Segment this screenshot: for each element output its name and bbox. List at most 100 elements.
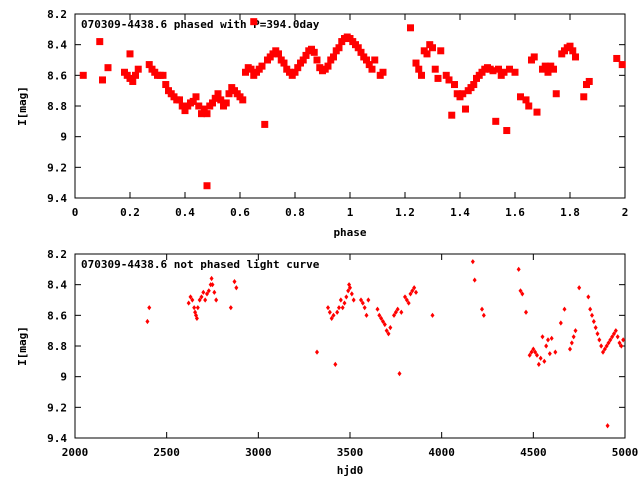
data-point <box>210 282 215 288</box>
data-point <box>450 81 458 89</box>
x-axis-label: hjd0 <box>337 464 364 477</box>
data-point <box>329 53 337 61</box>
data-point <box>203 110 211 118</box>
data-point <box>530 53 538 61</box>
data-point <box>192 93 200 101</box>
data-point <box>549 335 554 341</box>
data-point <box>362 305 367 311</box>
data-point <box>569 47 577 55</box>
data-point <box>613 328 618 334</box>
data-point <box>558 320 563 326</box>
data-point <box>212 289 217 295</box>
data-point <box>375 306 380 312</box>
data-point <box>531 346 536 352</box>
data-point <box>503 127 511 135</box>
y-tick-label: 9 <box>60 371 67 384</box>
data-point <box>197 297 202 303</box>
data-point <box>599 343 604 349</box>
chart-title: 070309-4438.6 not phased light curve <box>81 258 320 271</box>
x-tick-label: 1 <box>347 206 354 219</box>
data-point <box>533 108 541 116</box>
data-point <box>588 306 593 312</box>
data-point <box>597 337 602 343</box>
data-point <box>366 297 371 303</box>
data-point <box>470 81 478 89</box>
data-point <box>535 352 539 358</box>
x-tick-label: 1.8 <box>560 206 580 219</box>
data-point <box>326 305 330 311</box>
data-point <box>412 285 417 291</box>
data-point <box>573 328 578 334</box>
data-point <box>313 56 321 64</box>
data-point <box>604 343 609 349</box>
data-point <box>340 305 345 311</box>
y-tick-label: 8.2 <box>47 8 67 21</box>
data-point <box>608 337 613 343</box>
data-point <box>605 423 610 429</box>
data-point <box>399 309 404 315</box>
data-point <box>618 61 626 69</box>
data-point <box>586 294 591 300</box>
data-point <box>577 285 582 291</box>
data-point <box>621 337 626 343</box>
x-tick-label: 4500 <box>520 446 547 459</box>
data-point <box>410 288 415 294</box>
data-point <box>234 285 239 291</box>
data-point <box>546 337 550 343</box>
data-point <box>329 315 334 321</box>
data-point <box>415 65 423 73</box>
data-point <box>346 288 351 294</box>
y-tick-label: 9.2 <box>47 161 67 174</box>
data-point <box>470 259 475 265</box>
data-point <box>408 291 413 297</box>
data-point <box>203 297 208 303</box>
data-point <box>602 346 607 352</box>
data-point <box>585 77 593 85</box>
data-point <box>430 312 435 318</box>
data-point <box>222 99 230 107</box>
x-tick-label: 3000 <box>245 446 272 459</box>
data-point <box>562 306 567 312</box>
data-point <box>516 266 521 272</box>
data-point <box>134 65 142 73</box>
data-point <box>590 312 594 318</box>
data-point <box>612 331 616 337</box>
data-point <box>368 65 376 73</box>
y-tick-label: 8.6 <box>47 69 67 82</box>
data-point <box>549 65 557 73</box>
data-point <box>331 312 336 318</box>
data-point <box>431 65 439 73</box>
y-tick-label: 8.8 <box>47 340 67 353</box>
y-tick-label: 9 <box>60 131 67 144</box>
data-point <box>381 318 385 325</box>
y-tick-label: 8.4 <box>47 39 67 52</box>
data-point <box>525 102 533 110</box>
data-point <box>406 24 414 32</box>
data-point <box>428 44 436 52</box>
data-point <box>214 90 222 98</box>
data-point <box>492 117 500 125</box>
data-point <box>188 294 193 300</box>
data-point <box>129 77 137 85</box>
data-point <box>529 349 534 355</box>
data-point <box>205 291 209 297</box>
x-tick-label: 4000 <box>428 446 455 459</box>
data-point <box>593 325 598 331</box>
data-point <box>274 50 282 58</box>
data-point <box>379 68 387 76</box>
y-tick-label: 9.4 <box>47 192 67 205</box>
data-point <box>480 306 484 312</box>
data-point <box>403 294 407 300</box>
data-point <box>520 291 525 297</box>
data-point <box>542 358 547 364</box>
data-points <box>145 259 626 429</box>
data-point <box>147 305 152 311</box>
data-point <box>384 328 389 334</box>
data-point <box>337 305 341 311</box>
data-point <box>186 300 191 306</box>
data-point <box>386 331 391 337</box>
plot-frame <box>74 253 626 439</box>
data-point <box>613 54 621 62</box>
